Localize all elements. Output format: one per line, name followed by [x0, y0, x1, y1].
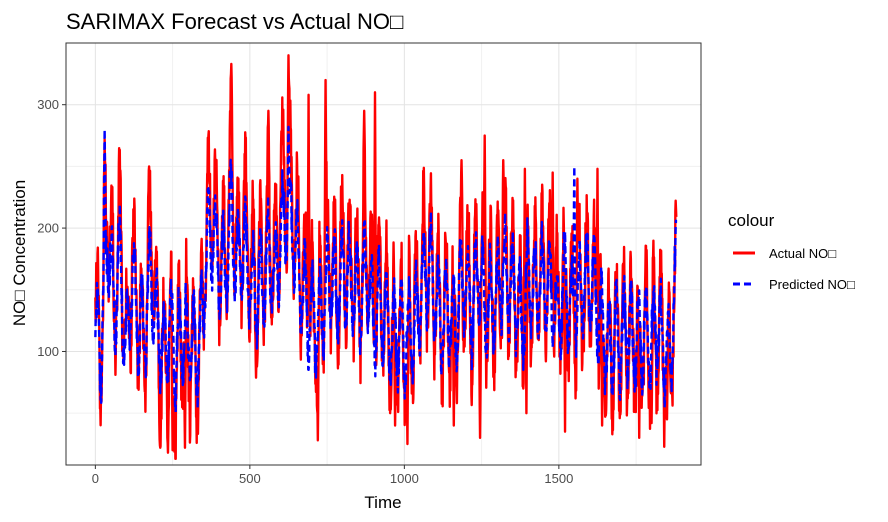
- y-tick-label: 100: [37, 344, 59, 359]
- x-tick-label: 1000: [390, 471, 419, 486]
- plot-border: [65, 42, 702, 466]
- x-tick-label: 0: [92, 471, 99, 486]
- legend-label-predicted: Predicted NO□: [769, 277, 855, 292]
- legend-title: colour: [728, 211, 775, 230]
- x-tick-label: 500: [239, 471, 261, 486]
- series-line-actual: [94, 54, 678, 461]
- x-axis-title: Time: [364, 493, 401, 512]
- legend: colour Actual NO□ Predicted NO□: [728, 211, 855, 292]
- chart-title: SARIMAX Forecast vs Actual NO□: [66, 9, 403, 34]
- y-axis-title: NO□ Concentration: [10, 180, 29, 326]
- plot-panel: 0 500 1000 1500 100 200 300: [37, 42, 702, 486]
- series-line-predicted: [94, 125, 678, 416]
- y-tick-label: 300: [37, 97, 59, 112]
- y-tick-label: 200: [37, 221, 59, 236]
- x-tick-label: 1500: [544, 471, 573, 486]
- legend-label-actual: Actual NO□: [769, 246, 836, 261]
